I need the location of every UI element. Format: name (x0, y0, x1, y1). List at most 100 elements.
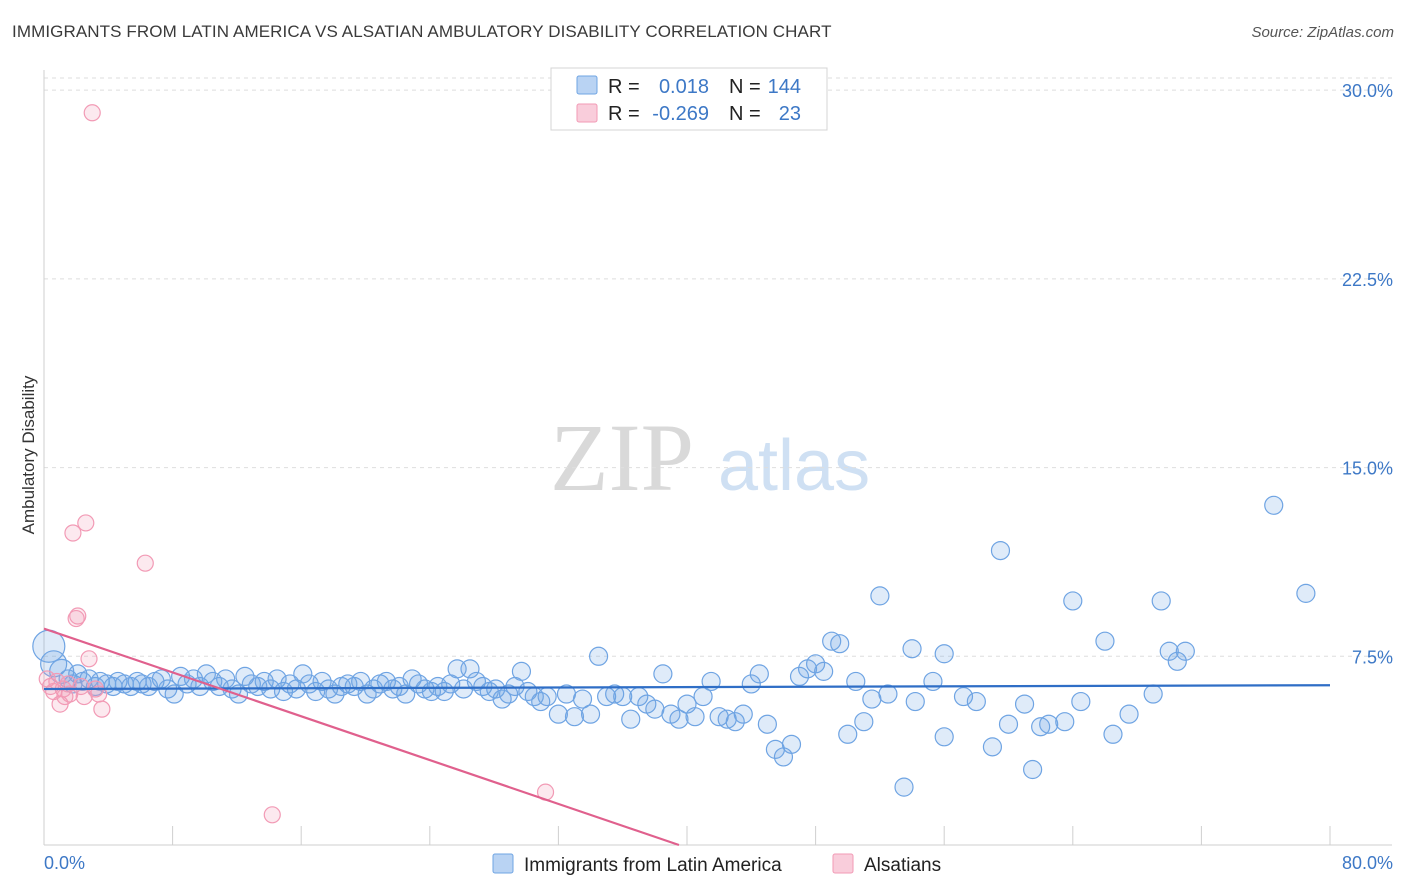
point-latin-america (580, 704, 601, 724)
x-tick-label-start: 0.0% (44, 853, 85, 873)
point-latin-america (982, 737, 1003, 757)
point-latin-america (1063, 591, 1083, 611)
point-latin-america (605, 684, 625, 704)
bottom-legend-label-blue: Immigrants from Latin America (524, 855, 782, 876)
point-latin-america (990, 541, 1011, 561)
y-tick-label: 30.0% (1342, 81, 1393, 101)
trend-line-alsatians (43, 627, 680, 847)
watermark: ZIP atlas (550, 404, 870, 511)
point-latin-america (905, 691, 925, 712)
point-alsatian (93, 700, 111, 718)
point-latin-america (789, 666, 810, 687)
point-latin-america (838, 724, 858, 744)
point-latin-america (998, 714, 1019, 734)
legend-r-label-1: R = (608, 76, 640, 98)
point-alsatian (263, 806, 281, 824)
x-tick-label-end: 80.0% (1342, 853, 1393, 873)
point-latin-america (934, 727, 954, 747)
point-latin-america (830, 634, 850, 654)
point-alsatian (72, 677, 90, 696)
point-latin-america (870, 586, 890, 606)
source-label: Source: ZipAtlas.com (1251, 24, 1394, 41)
y-axis-label: Ambulatory Disability (19, 375, 38, 534)
point-latin-america (235, 666, 255, 687)
point-latin-america (966, 691, 986, 712)
legend-n-label-1: N = (729, 76, 761, 98)
point-latin-america (572, 689, 593, 709)
point-latin-america (805, 654, 826, 674)
point-latin-america (645, 699, 665, 719)
point-latin-america (1167, 651, 1187, 671)
trend-lines (43, 627, 1331, 847)
point-latin-america (621, 709, 641, 729)
point-latin-america (376, 671, 396, 692)
point-latin-america (564, 707, 585, 727)
trend-line-latin-america (43, 684, 1331, 691)
bottom-legend: Immigrants from Latin America Alsatians (492, 853, 941, 876)
watermark-zip: ZIP (550, 404, 694, 511)
point-latin-america (854, 712, 874, 732)
point-alsatian (77, 514, 95, 532)
point-latin-america (492, 689, 512, 709)
point-latin-america (312, 671, 332, 692)
point-latin-america (460, 659, 480, 679)
point-latin-america (1264, 495, 1284, 515)
point-latin-america (846, 671, 866, 692)
point-alsatian (80, 650, 98, 668)
point-latin-america (725, 712, 745, 732)
legend-r-value-2: -0.269 (652, 103, 709, 125)
point-latin-america (953, 686, 974, 707)
point-latin-america (1119, 704, 1139, 724)
point-latin-america (1071, 691, 1091, 712)
legend: R = 0.018 N = 144 R = -0.269 N = 23 (550, 67, 828, 131)
point-latin-america (190, 676, 210, 697)
point-latin-america (1095, 631, 1115, 651)
point-alsatian (64, 524, 82, 542)
point-latin-america (1296, 583, 1316, 603)
x-tick-labels: 0.0% 80.0% (44, 853, 1393, 873)
axes (43, 70, 1392, 846)
point-latin-america (548, 704, 569, 724)
point-latin-america (685, 707, 705, 727)
chart-title: IMMIGRANTS FROM LATIN AMERICA VS ALSATIA… (12, 22, 832, 41)
point-latin-america (293, 664, 313, 684)
legend-n-label-2: N = (729, 103, 761, 125)
point-latin-america (1143, 684, 1163, 704)
point-alsatian (136, 554, 154, 572)
point-latin-america (878, 684, 898, 704)
point-latin-america (757, 714, 777, 734)
point-latin-america (822, 631, 842, 651)
point-latin-america (1151, 591, 1171, 611)
point-latin-america (862, 689, 882, 709)
point-latin-america (613, 686, 633, 707)
point-latin-america (511, 661, 532, 681)
legend-n-value-2: 23 (779, 103, 801, 125)
point-latin-america (733, 704, 753, 724)
legend-r-label-2: R = (608, 103, 640, 125)
point-latin-america (934, 644, 954, 664)
legend-swatch-blue (576, 75, 598, 95)
point-latin-america (1055, 712, 1075, 732)
point-latin-america (741, 674, 761, 694)
y-tick-label: 7.5% (1352, 647, 1393, 667)
watermark-atlas: atlas (718, 426, 870, 506)
point-latin-america (1103, 724, 1123, 744)
y-tick-label: 22.5% (1342, 270, 1393, 290)
y-tick-labels: 7.5% 15.0% 22.5% 30.0% (1342, 81, 1393, 667)
point-latin-america (1014, 694, 1035, 714)
point-latin-america (749, 664, 769, 684)
point-latin-america (588, 646, 609, 666)
point-latin-america (466, 671, 487, 692)
point-latin-america (498, 684, 519, 704)
bottom-legend-swatch-pink (832, 853, 854, 874)
point-latin-america (653, 664, 673, 684)
bottom-legend-label-pink: Alsatians (864, 855, 941, 876)
gridlines (44, 77, 1392, 657)
point-latin-america (902, 639, 922, 659)
legend-r-value-1: 0.018 (659, 76, 709, 98)
point-latin-america (814, 661, 834, 681)
point-latin-america (1175, 641, 1195, 661)
point-latin-america (669, 709, 689, 729)
point-latin-america (923, 671, 943, 692)
